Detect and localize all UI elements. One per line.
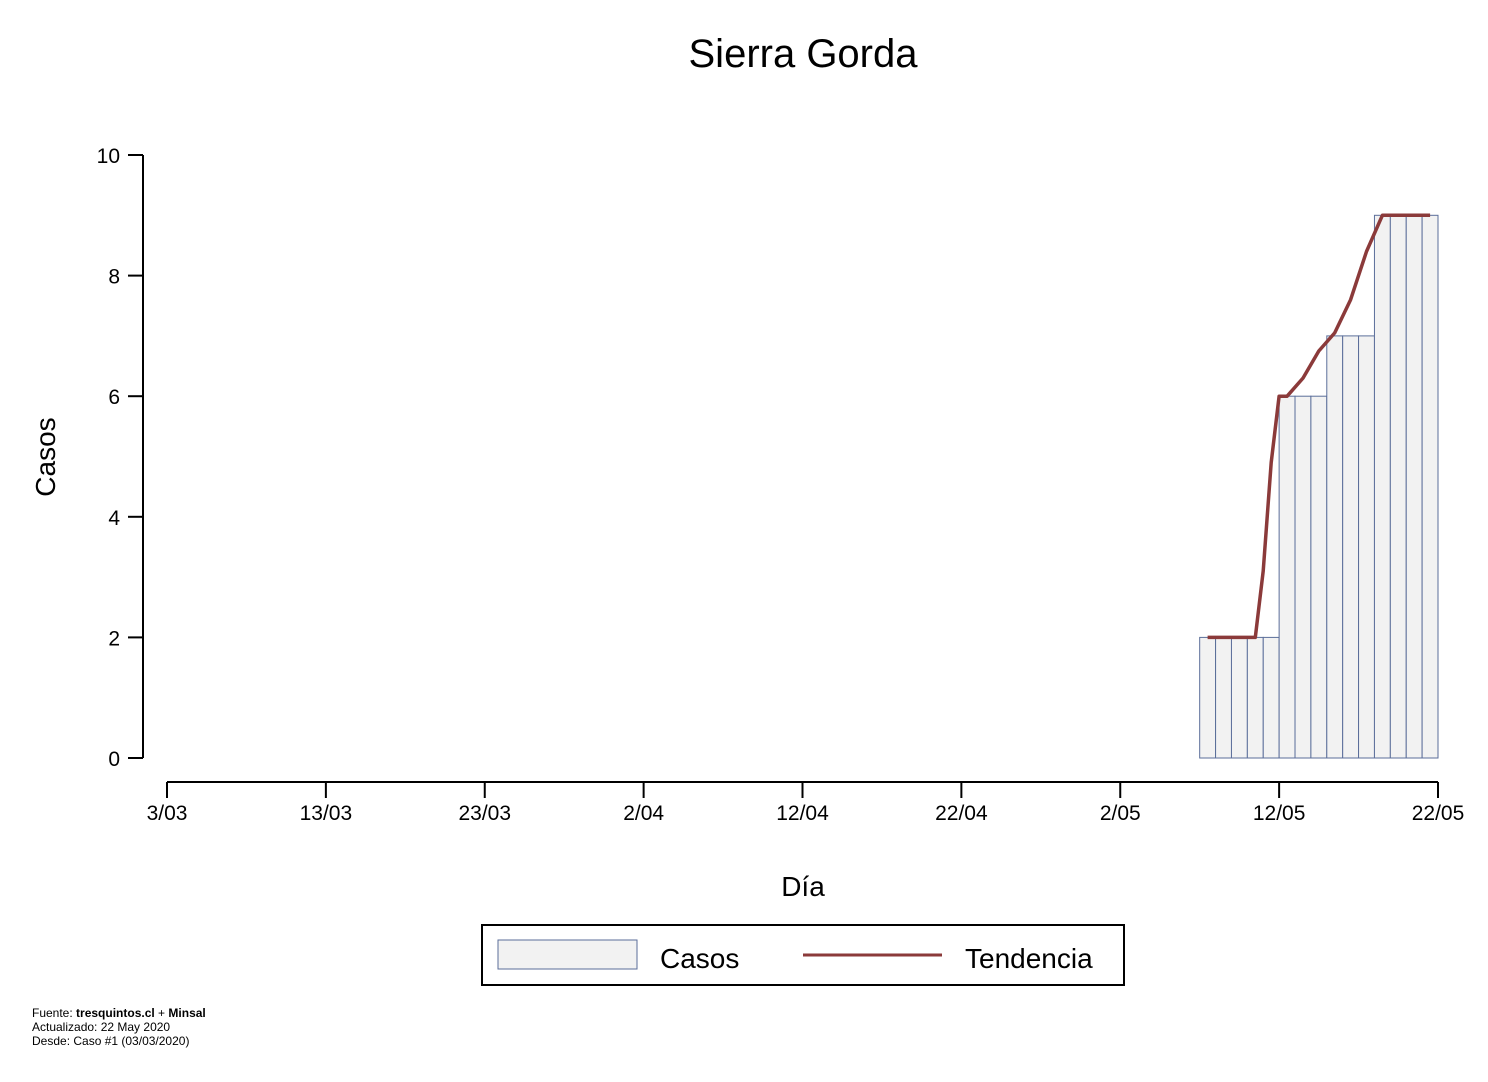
bar — [1421, 214, 1439, 759]
x-tick-label: 23/03 — [458, 802, 511, 825]
x-tick-label: 3/03 — [147, 802, 188, 825]
y-tick-label: 8 — [108, 266, 120, 289]
bar — [1215, 636, 1232, 759]
bar — [1310, 395, 1328, 759]
x-tick-label: 13/03 — [300, 802, 353, 825]
x-axis: 3/03 13/03 23/03 2/04 12/04 22/04 2/05 12/05 22/… — [147, 781, 1465, 825]
bar — [1199, 636, 1217, 759]
y-tick-label: 4 — [108, 507, 120, 530]
y-tick-label: 0 — [108, 748, 120, 771]
bar — [1246, 636, 1264, 759]
bar — [1294, 395, 1312, 759]
chart-title: Sierra Gorda — [689, 32, 919, 76]
y-tick-label: 6 — [108, 386, 120, 409]
x-tick-label: 12/04 — [776, 802, 829, 825]
bar — [1405, 214, 1423, 759]
bar — [1342, 335, 1360, 759]
bar — [1230, 636, 1248, 759]
y-axis: 0 2 4 6 8 10 — [97, 145, 144, 771]
legend-label-tendencia: Tendencia — [965, 943, 1093, 974]
bar — [1389, 214, 1407, 759]
bar — [1373, 214, 1391, 759]
bar — [1278, 395, 1296, 759]
x-tick-label: 2/04 — [623, 802, 664, 825]
x-tick-label: 2/05 — [1100, 802, 1141, 825]
trend-line — [1207, 213, 1431, 640]
y-axis-label: Casos — [30, 417, 61, 496]
x-tick-label: 22/05 — [1412, 802, 1465, 825]
legend-swatch-casos — [497, 939, 638, 970]
bar — [1326, 335, 1344, 759]
footer-since: Desde: Caso #1 (03/03/2020) — [32, 1034, 190, 1048]
x-axis-label: Día — [781, 871, 825, 902]
bar — [1262, 636, 1280, 759]
bar — [1358, 335, 1375, 759]
x-tick-label: 12/05 — [1253, 802, 1306, 825]
y-tick-label: 10 — [97, 145, 120, 168]
legend-label-casos: Casos — [660, 943, 739, 974]
line-series-tendencia — [1207, 213, 1431, 640]
x-tick-label: 22/04 — [935, 802, 988, 825]
y-tick-label: 2 — [108, 627, 120, 650]
bar-series-casos — [1199, 214, 1439, 759]
footer-updated: Actualizado: 22 May 2020 — [32, 1020, 171, 1034]
legend: Casos Tendencia — [481, 924, 1125, 986]
footer-source: Fuente: tresquintos.cl + Minsal — [32, 1006, 206, 1020]
footer: Fuente: tresquintos.cl + Minsal Actualiz… — [32, 1006, 206, 1048]
